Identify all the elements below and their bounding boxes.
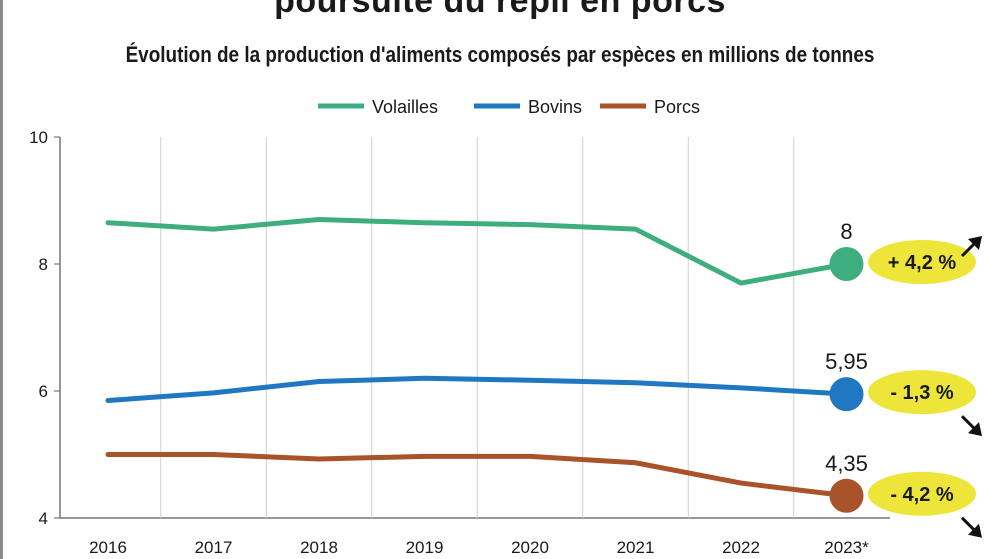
- series-line: [105, 375, 849, 404]
- change-badge-label: + 4,2 %: [888, 252, 957, 274]
- trend-down-arrow: [960, 415, 982, 437]
- end-point-marker: [829, 247, 864, 281]
- series-line: [105, 452, 849, 499]
- y-tick-label: 8: [39, 255, 48, 274]
- legend-label: Porcs: [654, 97, 700, 117]
- chart-subtitle: Évolution de la production d'aliments co…: [125, 42, 875, 67]
- x-tick-label: 2019: [406, 538, 444, 557]
- end-value-label: 8: [840, 219, 852, 244]
- trend-up-arrow: [960, 236, 982, 258]
- x-tick-label: 2018: [300, 538, 338, 557]
- end-point-marker: [829, 377, 864, 412]
- x-tick-label: 2017: [195, 538, 233, 557]
- change-badge: [868, 240, 976, 284]
- arrow-head: [968, 422, 982, 437]
- change-badge: [868, 370, 976, 415]
- change-badge-label: - 4,2 %: [890, 484, 954, 506]
- chart-title: poursuite du repli en porcs: [274, 0, 726, 20]
- legend-label: Volailles: [372, 97, 438, 117]
- arrow-head: [968, 236, 982, 250]
- x-tick-label: 2016: [89, 538, 127, 557]
- x-tick-label: 2021: [617, 538, 655, 557]
- frame-border: [0, 0, 3, 559]
- arrow-head: [968, 523, 982, 538]
- end-point-marker: [829, 478, 864, 513]
- y-tick-label: 6: [39, 382, 48, 401]
- legend-label: Bovins: [528, 97, 582, 117]
- x-tick-label: 2020: [511, 538, 549, 557]
- end-value-label: 4,35: [825, 451, 868, 476]
- trend-down-arrow: [960, 516, 982, 538]
- x-tick-label: 2022: [722, 538, 760, 557]
- series-line: [105, 217, 849, 286]
- change-badge-label: - 1,3 %: [890, 382, 954, 404]
- end-value-label: 5,95: [825, 349, 868, 374]
- change-badge: [868, 471, 976, 516]
- y-tick-label: 4: [39, 509, 48, 528]
- y-tick-label: 10: [29, 128, 48, 147]
- x-tick-label: 2023*: [824, 538, 869, 557]
